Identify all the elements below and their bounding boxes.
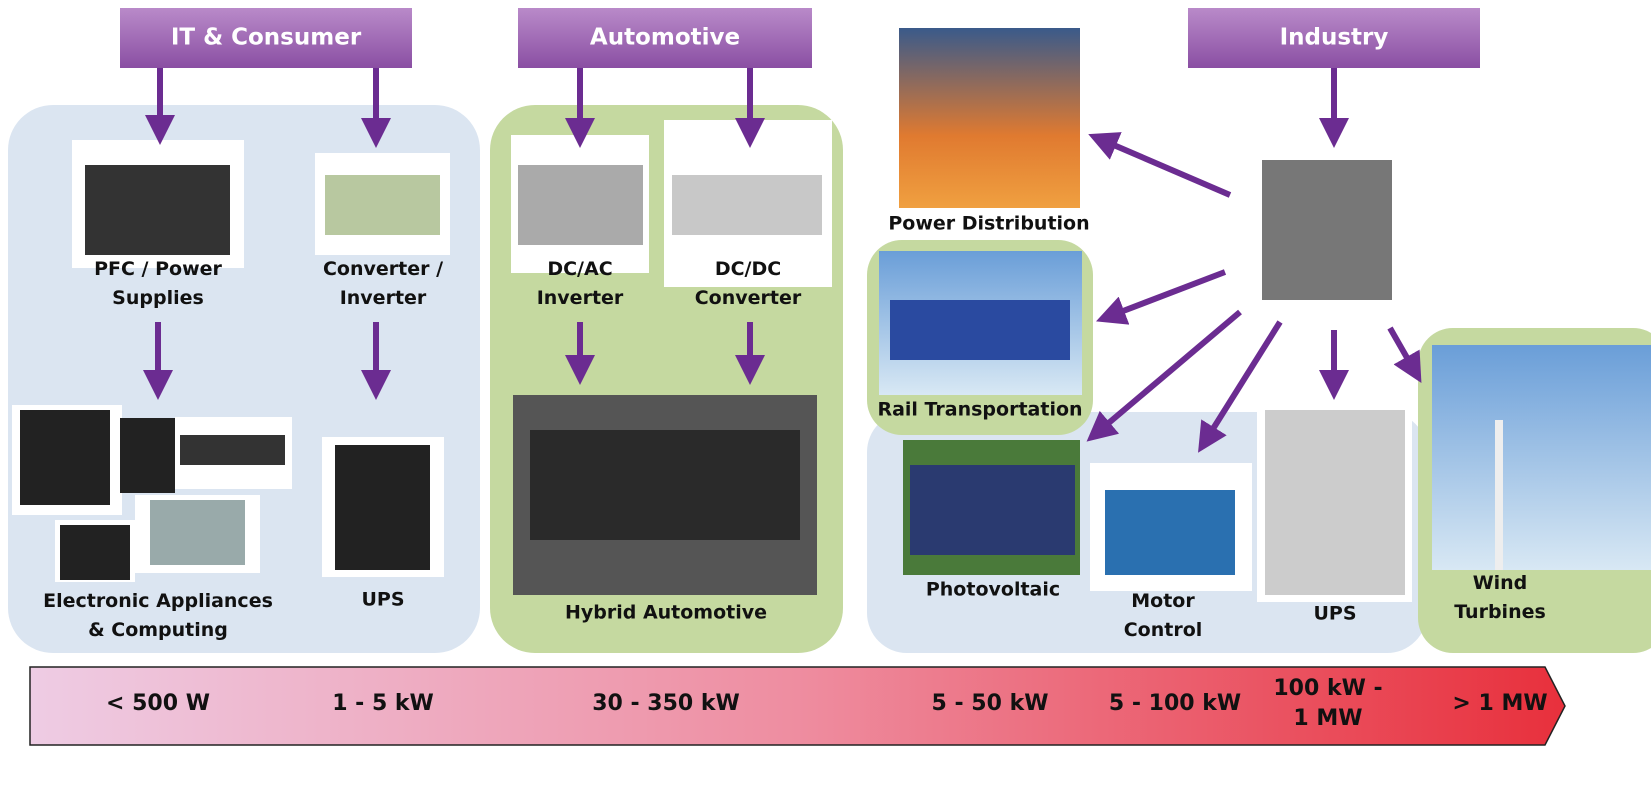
- power-range-label: 5 - 100 kW: [1109, 691, 1241, 716]
- node-label: Hybrid Automotive: [565, 602, 767, 624]
- sector-label: Industry: [1280, 25, 1389, 51]
- power-range-label: 1 MW: [1293, 706, 1362, 731]
- node-label: Motor: [1131, 590, 1195, 612]
- power-range-label: 30 - 350 kW: [592, 691, 740, 716]
- node-label: Control: [1124, 619, 1203, 641]
- power-range-label: > 1 MW: [1452, 691, 1547, 716]
- node-label: Power Distribution: [888, 213, 1089, 235]
- power-range-label: < 500 W: [106, 691, 210, 716]
- diagram: IT & Consumer Automotive Industry PFC / Pow…: [0, 0, 1651, 786]
- node-label: Inverter: [537, 287, 624, 309]
- power-range-label: 5 - 50 kW: [932, 691, 1049, 716]
- node-label: Supplies: [112, 287, 204, 309]
- node-label: Converter /: [323, 258, 443, 280]
- node-label: Converter: [695, 287, 802, 309]
- node-label: Wind: [1473, 572, 1528, 594]
- power-range-label: 1 - 5 kW: [332, 691, 434, 716]
- node-label: & Computing: [88, 619, 228, 641]
- power-range-label: 100 kW -: [1273, 676, 1382, 701]
- sector-label: Automotive: [590, 25, 740, 51]
- node-label: PFC / Power: [94, 258, 222, 280]
- node-label: DC/AC: [547, 258, 612, 280]
- node-label: Turbines: [1454, 601, 1546, 623]
- node-label: UPS: [1313, 603, 1356, 625]
- node-label: DC/DC: [715, 258, 781, 280]
- node-label: UPS: [361, 589, 404, 611]
- node-label: Photovoltaic: [926, 579, 1060, 601]
- node-label: Electronic Appliances: [43, 590, 273, 612]
- sector-label: IT & Consumer: [171, 25, 362, 51]
- node-label: Inverter: [340, 287, 427, 309]
- node-label: Rail Transportation: [877, 399, 1082, 421]
